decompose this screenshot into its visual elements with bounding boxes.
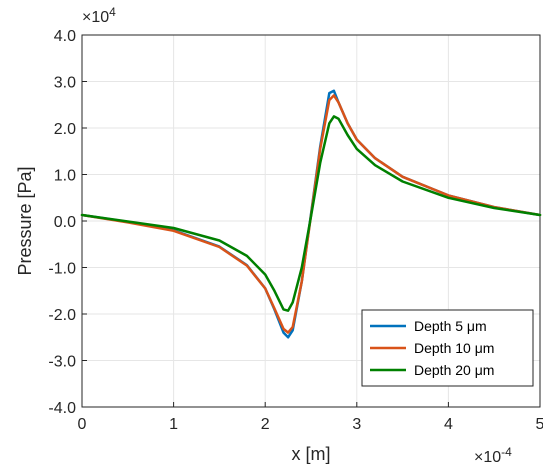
y-tick-label: 0.0	[54, 214, 76, 231]
x-tick-label: 3	[352, 416, 361, 433]
x-tick-label: 0	[78, 416, 87, 433]
legend-label-3: Depth 20 μm	[414, 362, 494, 378]
x-axis-title: x [m]	[292, 444, 331, 464]
x-tick-label: 1	[169, 416, 178, 433]
y-tick-label: 3.0	[54, 75, 76, 92]
tick-marks	[81, 34, 541, 408]
y-tick-label: -1.0	[48, 261, 76, 278]
y-tick-label: -4.0	[48, 400, 76, 417]
y-tick-label: 1.0	[54, 168, 76, 185]
legend: Depth 5 μm Depth 10 μm Depth 20 μm	[361, 309, 534, 387]
series-line-3	[80, 115, 542, 312]
y-axis-title: Pressure [Pa]	[15, 166, 35, 275]
y-tick-label: 4.0	[54, 28, 76, 45]
y-axis-multiplier: ×104	[82, 5, 116, 26]
series-lines	[80, 89, 542, 339]
y-tick-label: -2.0	[48, 307, 76, 324]
y-tick-label: 2.0	[54, 121, 76, 138]
x-axis-multiplier: ×10-4	[474, 445, 512, 466]
y-tick-label: -3.0	[48, 354, 76, 371]
tick-labels: 0 1 2 3 4 5 4.0 3.0 2.0 1.0 0.0 -1.0 -2.0 -3.0 -4.0	[48, 28, 543, 433]
legend-label-1: Depth 5 μm	[414, 318, 487, 334]
x-tick-label: 4	[444, 416, 453, 433]
x-tick-label: 5	[536, 416, 543, 433]
x-tick-label: 2	[261, 416, 270, 433]
legend-label-2: Depth 10 μm	[414, 340, 494, 356]
